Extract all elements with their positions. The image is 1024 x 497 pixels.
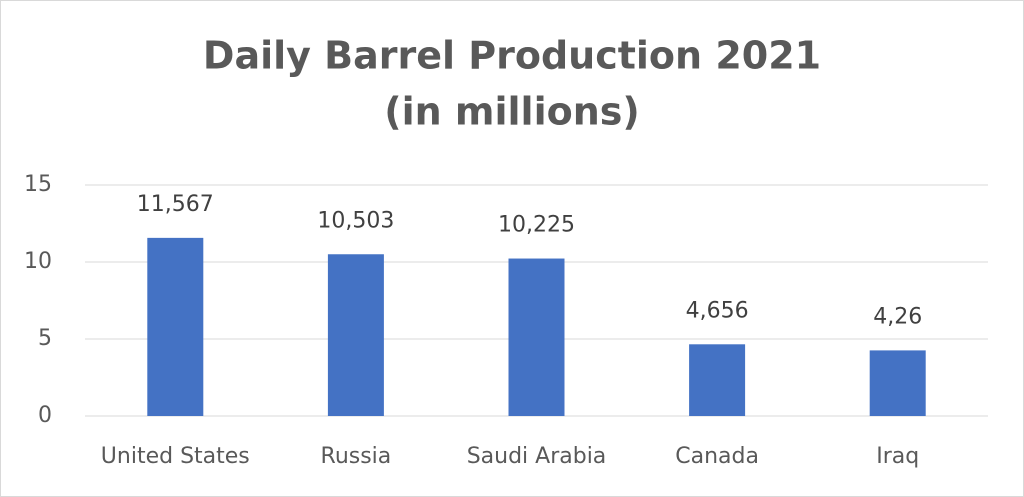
chart-title: Daily Barrel Production 2021 [203,34,821,78]
bar [147,237,204,416]
bar [689,344,746,416]
y-tick-label: 15 [24,172,52,197]
data-label: 11,567 [137,192,214,217]
data-label: 4,656 [686,298,749,323]
bar [508,258,565,416]
data-label: 10,225 [498,213,575,238]
x-tick-label: Iraq [876,444,919,469]
x-tick-label: Canada [675,444,759,469]
y-tick-label: 5 [38,326,52,351]
y-tick-label: 0 [38,403,52,428]
x-tick-label: United States [101,444,250,469]
x-tick-label: Saudi Arabia [467,444,607,469]
bar [869,350,926,416]
chart-title: (in millions) [384,90,640,134]
data-label: 4,26 [873,304,922,329]
data-label: 10,503 [317,208,394,233]
bar [327,254,384,416]
x-tick-label: Russia [321,444,392,469]
y-tick-label: 10 [24,249,52,274]
